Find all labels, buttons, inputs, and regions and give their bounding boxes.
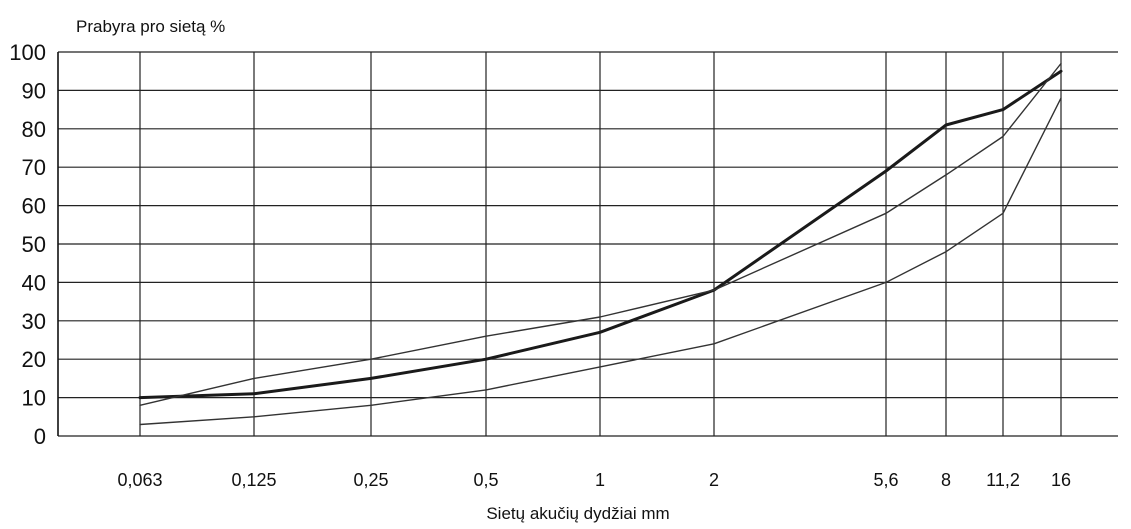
y-tick-label: 0 xyxy=(34,424,46,449)
x-tick-labels: 0,063 0,125 0,25 0,5 1 2 5,6 8 11,2 16 xyxy=(117,470,1071,490)
y-tick-label: 30 xyxy=(22,309,46,334)
series-line-1 xyxy=(138,69,1063,400)
y-axis-title: Prabyra pro sietą % xyxy=(76,17,225,36)
x-tick-label: 1 xyxy=(595,470,605,490)
x-tick-label: 2 xyxy=(709,470,719,490)
x-tick-label: 5,6 xyxy=(873,470,898,490)
y-tick-labels: 0 10 20 30 40 50 60 70 80 90 100 xyxy=(9,40,46,449)
series-line-2 xyxy=(139,62,1062,406)
x-tick-label: 8 xyxy=(941,470,951,490)
chart-series xyxy=(138,62,1063,426)
y-tick-label: 70 xyxy=(22,155,46,180)
y-tick-label: 60 xyxy=(22,194,46,219)
y-tick-label: 40 xyxy=(22,270,46,295)
x-tick-label: 0,25 xyxy=(353,470,388,490)
y-tick-label: 90 xyxy=(22,78,46,103)
x-tick-label: 11,2 xyxy=(986,470,1020,490)
y-tick-label: 20 xyxy=(22,347,46,372)
x-tick-label: 0,063 xyxy=(117,470,162,490)
y-tick-label: 50 xyxy=(22,232,46,257)
y-tick-label: 10 xyxy=(22,386,46,411)
x-axis-title: Sietų akučių dydžiai mm xyxy=(486,504,669,523)
y-tick-label: 100 xyxy=(9,40,46,65)
x-tick-label: 16 xyxy=(1051,470,1071,490)
series-line-3 xyxy=(139,97,1062,426)
y-tick-label: 80 xyxy=(22,117,46,142)
x-tick-label: 0,125 xyxy=(231,470,276,490)
x-tick-label: 0,5 xyxy=(473,470,498,490)
chart-grid xyxy=(57,51,1118,437)
